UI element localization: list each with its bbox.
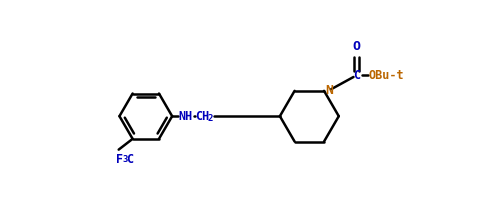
Text: 3: 3 — [123, 155, 128, 164]
Text: C: C — [353, 69, 360, 82]
Text: NH: NH — [179, 110, 193, 123]
Text: F: F — [116, 153, 123, 166]
Text: C: C — [126, 153, 134, 166]
Text: 2: 2 — [208, 114, 213, 123]
Text: O: O — [353, 41, 361, 53]
Text: OBu-t: OBu-t — [368, 69, 404, 82]
Text: N: N — [325, 84, 333, 97]
Text: CH: CH — [195, 110, 210, 123]
